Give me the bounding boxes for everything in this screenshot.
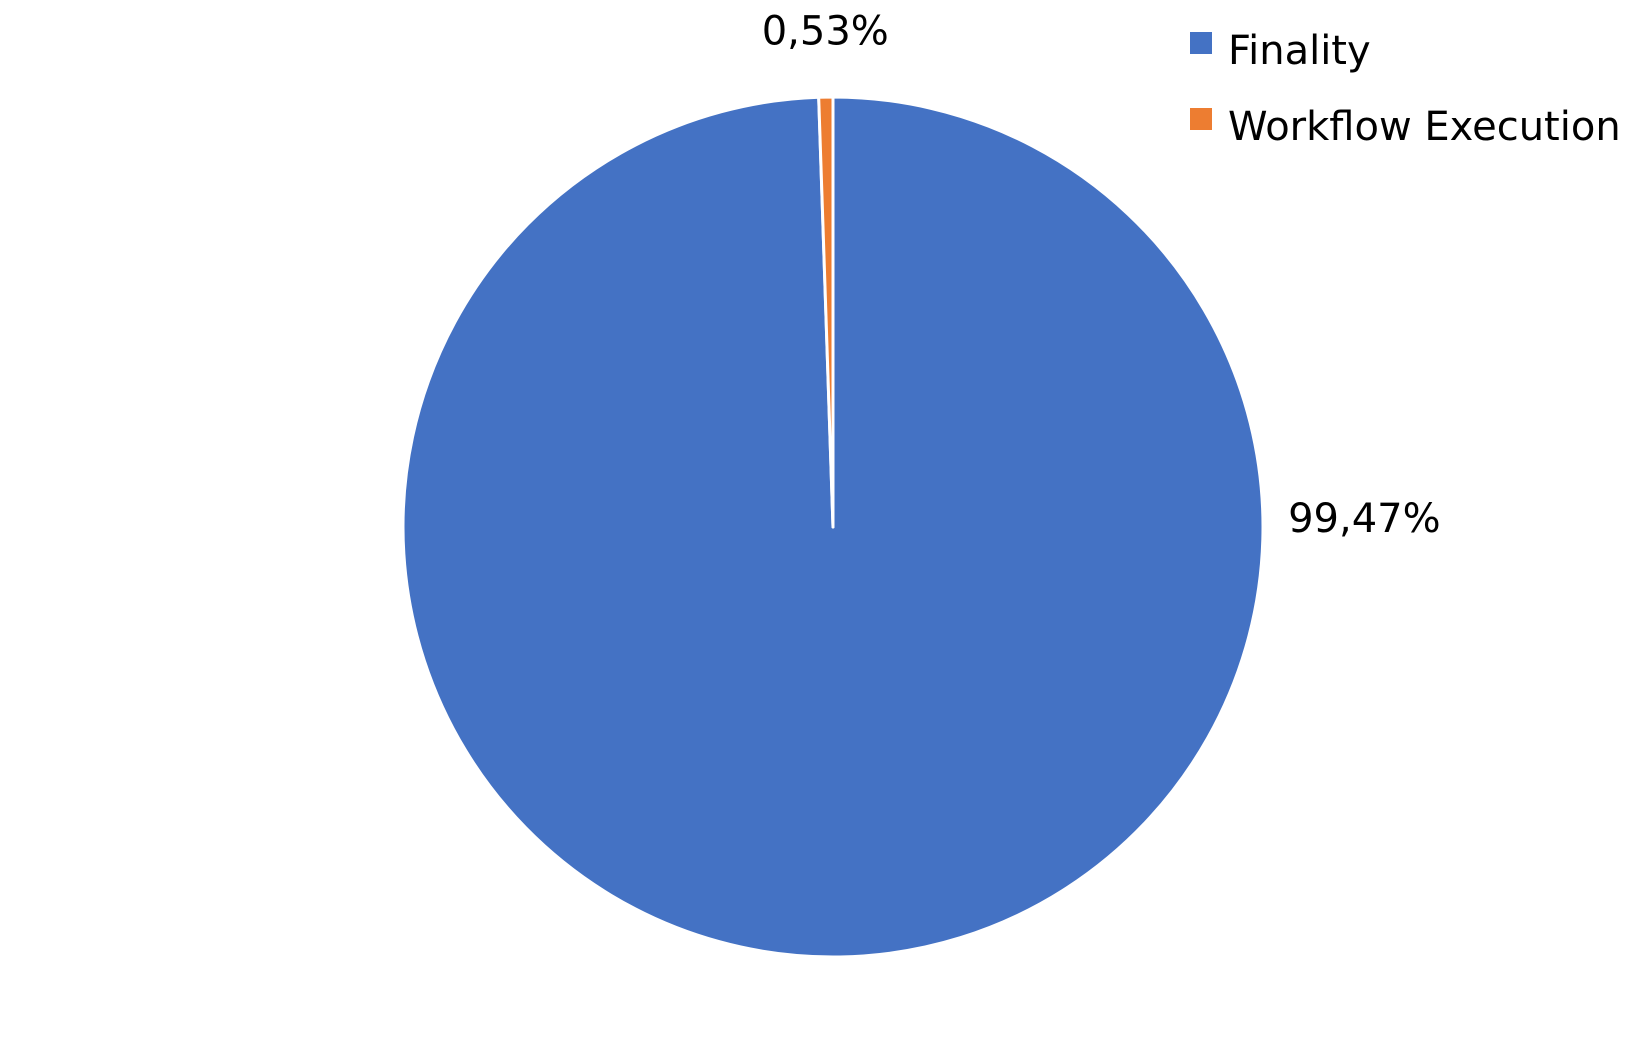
legend-item-finality: Finality [1190,28,1371,74]
legend-item-workflow-execution: Workflow Execution [1190,104,1621,150]
legend-swatch-workflow-execution [1190,108,1212,130]
slices-layer [401,95,1265,959]
legend-label-workflow-execution: Workflow Execution [1228,104,1621,150]
legend-swatch-finality [1190,32,1212,54]
pie-slice-workflow-execution [817,95,835,529]
data-label-finality: 99,47% [1288,496,1441,542]
legend-label-finality: Finality [1228,28,1371,74]
data-label-workflow-execution: 0,53% [762,9,889,55]
data-labels-layer: 99,47% 0,53% [762,9,1441,542]
legend: Finality Workflow Execution [1190,28,1621,150]
